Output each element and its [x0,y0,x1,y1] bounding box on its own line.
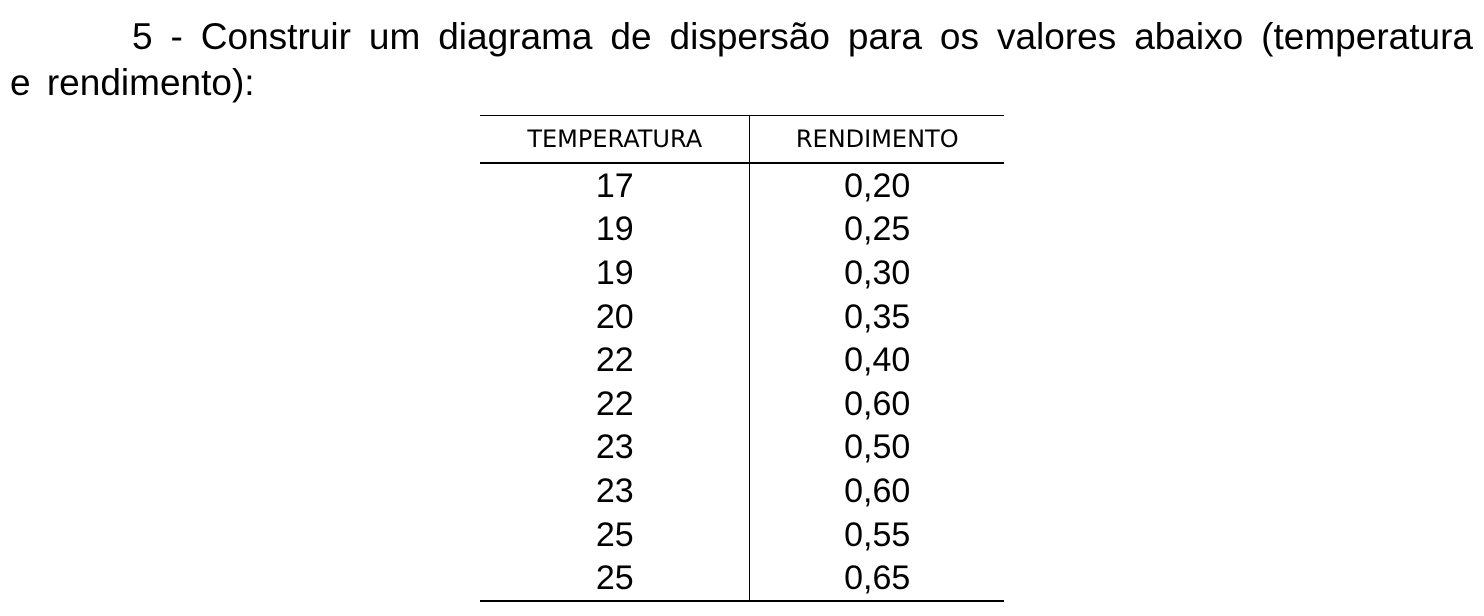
cell-rendimento: 0,55 [844,515,911,554]
table-row: 19 0,25 [480,207,1004,252]
table-row: 19 0,30 [480,251,1004,295]
cell-rendimento: 0,20 [844,166,911,205]
cell-temperatura: 23 [480,469,751,513]
cell-rendimento: 0,35 [844,297,911,336]
table-row: 22 0,40 [480,338,1004,382]
table-header-row: TEMPERATURA RENDIMENTO [480,115,1004,164]
table-row: 25 0,65 [480,556,1004,601]
cell-rendimento: 0,60 [844,471,911,510]
table-row: 17 0,20 [480,163,1004,208]
table-row: 20 0,35 [480,294,1004,339]
cell-temperatura: 25 [480,556,751,601]
table-row: 23 0,60 [480,469,1004,513]
cell-temperatura: 17 [480,163,751,208]
table-row: 25 0,55 [480,512,1004,557]
cell-rendimento: 0,50 [844,428,911,467]
table-row: 23 0,50 [480,425,1004,470]
data-table: TEMPERATURA RENDIMENTO 17 0,20 19 0,25 1… [480,115,1004,602]
cell-temperatura: 22 [480,381,751,426]
question-text: 5 - Construir um diagrama de dispersão p… [10,16,1473,103]
cell-temperatura: 19 [480,207,751,252]
cell-rendimento: 0,30 [844,253,911,292]
cell-temperatura: 22 [480,338,751,382]
cell-rendimento: 0,65 [844,559,911,598]
cell-rendimento: 0,40 [844,341,911,380]
cell-temperatura: 25 [480,512,751,557]
table-row: 22 0,60 [480,381,1004,426]
cell-rendimento: 0,25 [844,210,911,249]
cell-temperatura: 23 [480,425,751,470]
cell-rendimento: 0,60 [844,384,911,423]
header-rendimento: RENDIMENTO [749,115,1004,164]
header-temperatura: TEMPERATURA [480,115,751,164]
cell-temperatura: 20 [480,294,751,339]
cell-temperatura: 19 [480,251,751,295]
